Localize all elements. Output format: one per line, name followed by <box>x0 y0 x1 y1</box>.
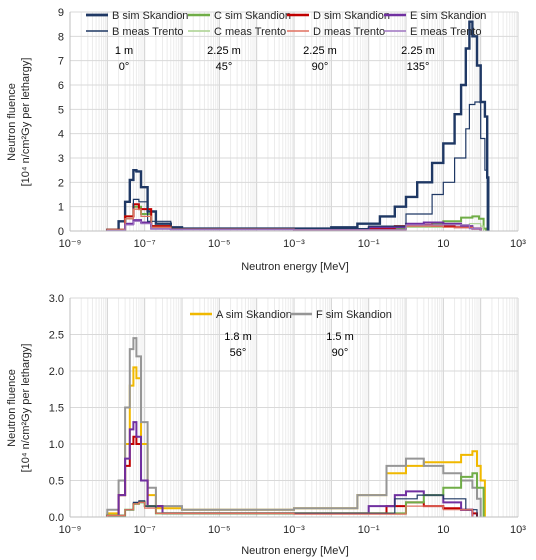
x-tick-label: 10⁻⁵ <box>208 524 231 536</box>
legend-label: E meas Trento <box>410 26 482 38</box>
legend-label: C meas Trento <box>214 26 286 38</box>
x-tick-label: 10⁻⁹ <box>59 524 82 536</box>
y-tick-label: 3 <box>58 153 64 165</box>
legend-label: E sim Skandion <box>410 10 486 22</box>
annotation-text: 45° <box>216 61 233 73</box>
x-tick-label: 10⁻³ <box>283 524 305 536</box>
annotations: 1 m 0° 2.25 m 45° 2.25 m 90° 2.25 m 135° <box>115 45 435 73</box>
axes: 10⁻⁹ 10⁻⁷ 10⁻⁵ 10⁻³ 10⁻¹ 10 10³ 0 1 2 3 4 5 6 7 8 9 <box>58 7 526 250</box>
annotation-text: 90° <box>312 61 329 73</box>
y-tick-label: 2 <box>58 177 64 189</box>
y-tick-label: 2.0 <box>49 366 64 378</box>
annotation-text: 1.5 m <box>326 331 354 343</box>
x-axis-label: Neutron energy [MeV] <box>241 545 349 557</box>
x-tick-label: 10 <box>437 524 449 536</box>
y-tick-label: 4 <box>58 129 64 141</box>
annotation-text: 90° <box>332 347 349 359</box>
legend-label: D meas Trento <box>313 26 385 38</box>
x-tick-label: 10⁻¹ <box>358 238 380 250</box>
x-tick-label: 10⁻³ <box>283 238 305 250</box>
series-line <box>106 101 488 231</box>
y-tick-label: 1 <box>58 202 64 214</box>
series-line <box>106 20 490 231</box>
grid <box>69 11 519 232</box>
legend: A sim Skandion F sim Skandion <box>190 309 392 321</box>
y-tick-label: 0.5 <box>49 476 64 488</box>
legend-label: F sim Skandion <box>316 309 392 321</box>
grid <box>69 297 519 518</box>
axes: 10⁻⁹ 10⁻⁷ 10⁻⁵ 10⁻³ 10⁻¹ 10 10³ 0.0 0.5 1.0 1.5 2.0… <box>49 293 527 536</box>
annotation-text: 1 m <box>115 45 133 57</box>
y-tick-label: 1.0 <box>49 439 64 451</box>
x-tick-label: 10³ <box>510 524 526 536</box>
x-tick-label: 10⁻⁷ <box>134 524 156 536</box>
legend-label: B sim Skandion <box>112 10 188 22</box>
legend-label: D sim Skandion <box>313 10 390 22</box>
annotation-text: 2.25 m <box>401 45 435 57</box>
annotation-text: 2.25 m <box>303 45 337 57</box>
bottom-chart: 10⁻⁹ 10⁻⁷ 10⁻⁵ 10⁻³ 10⁻¹ 10 10³ 0.0 0.5 1.0 1.5 2.0… <box>6 293 526 557</box>
y-axis-label-line1: Neutron fluence <box>6 83 18 161</box>
series-group <box>106 20 490 232</box>
y-tick-label: 0.0 <box>49 512 64 524</box>
annotation-text: 2.25 m <box>207 45 241 57</box>
annotations: 1.8 m 56° 1.5 m 90° <box>224 331 354 359</box>
y-tick-label: 0 <box>58 226 64 238</box>
annotation-text: 56° <box>230 347 247 359</box>
x-tick-label: 10⁻¹ <box>358 524 380 536</box>
series-group <box>106 337 486 517</box>
x-tick-label: 10⁻⁷ <box>134 238 156 250</box>
annotation-text: 0° <box>119 61 130 73</box>
x-tick-label: 10³ <box>510 238 526 250</box>
x-axis-label: Neutron energy [MeV] <box>241 261 349 273</box>
series-line <box>106 220 482 232</box>
y-axis-label-line2: [10⁴ n/cm²Gy per lethargy] <box>20 58 32 187</box>
x-tick-label: 10⁻⁵ <box>208 238 231 250</box>
y-tick-label: 6 <box>58 80 64 92</box>
legend-label: A sim Skandion <box>216 309 292 321</box>
annotation-text: 135° <box>407 61 430 73</box>
y-tick-label: 8 <box>58 31 64 43</box>
top-chart: 10⁻⁹ 10⁻⁷ 10⁻⁵ 10⁻³ 10⁻¹ 10 10³ 0 1 2 3 4 5 6 7 8 9 Neut… <box>6 7 526 273</box>
y-tick-label: 2.5 <box>49 330 64 342</box>
y-axis-label-line2: [10⁴ n/cm²Gy per lethargy] <box>20 344 32 473</box>
y-tick-label: 9 <box>58 7 64 19</box>
y-axis-label-line1: Neutron fluence <box>6 369 18 447</box>
series-line <box>106 501 473 517</box>
legend: B sim Skandion C sim Skandion D sim Skandi… <box>86 10 486 38</box>
y-tick-label: 3.0 <box>49 293 64 305</box>
annotation-text: 1.8 m <box>224 331 252 343</box>
y-tick-label: 1.5 <box>49 403 64 415</box>
y-tick-label: 5 <box>58 104 64 116</box>
y-tick-label: 7 <box>58 56 64 68</box>
x-tick-label: 10⁻⁹ <box>59 238 82 250</box>
x-tick-label: 10 <box>437 238 449 250</box>
legend-label: B meas Trento <box>112 26 184 38</box>
legend-label: C sim Skandion <box>214 10 291 22</box>
